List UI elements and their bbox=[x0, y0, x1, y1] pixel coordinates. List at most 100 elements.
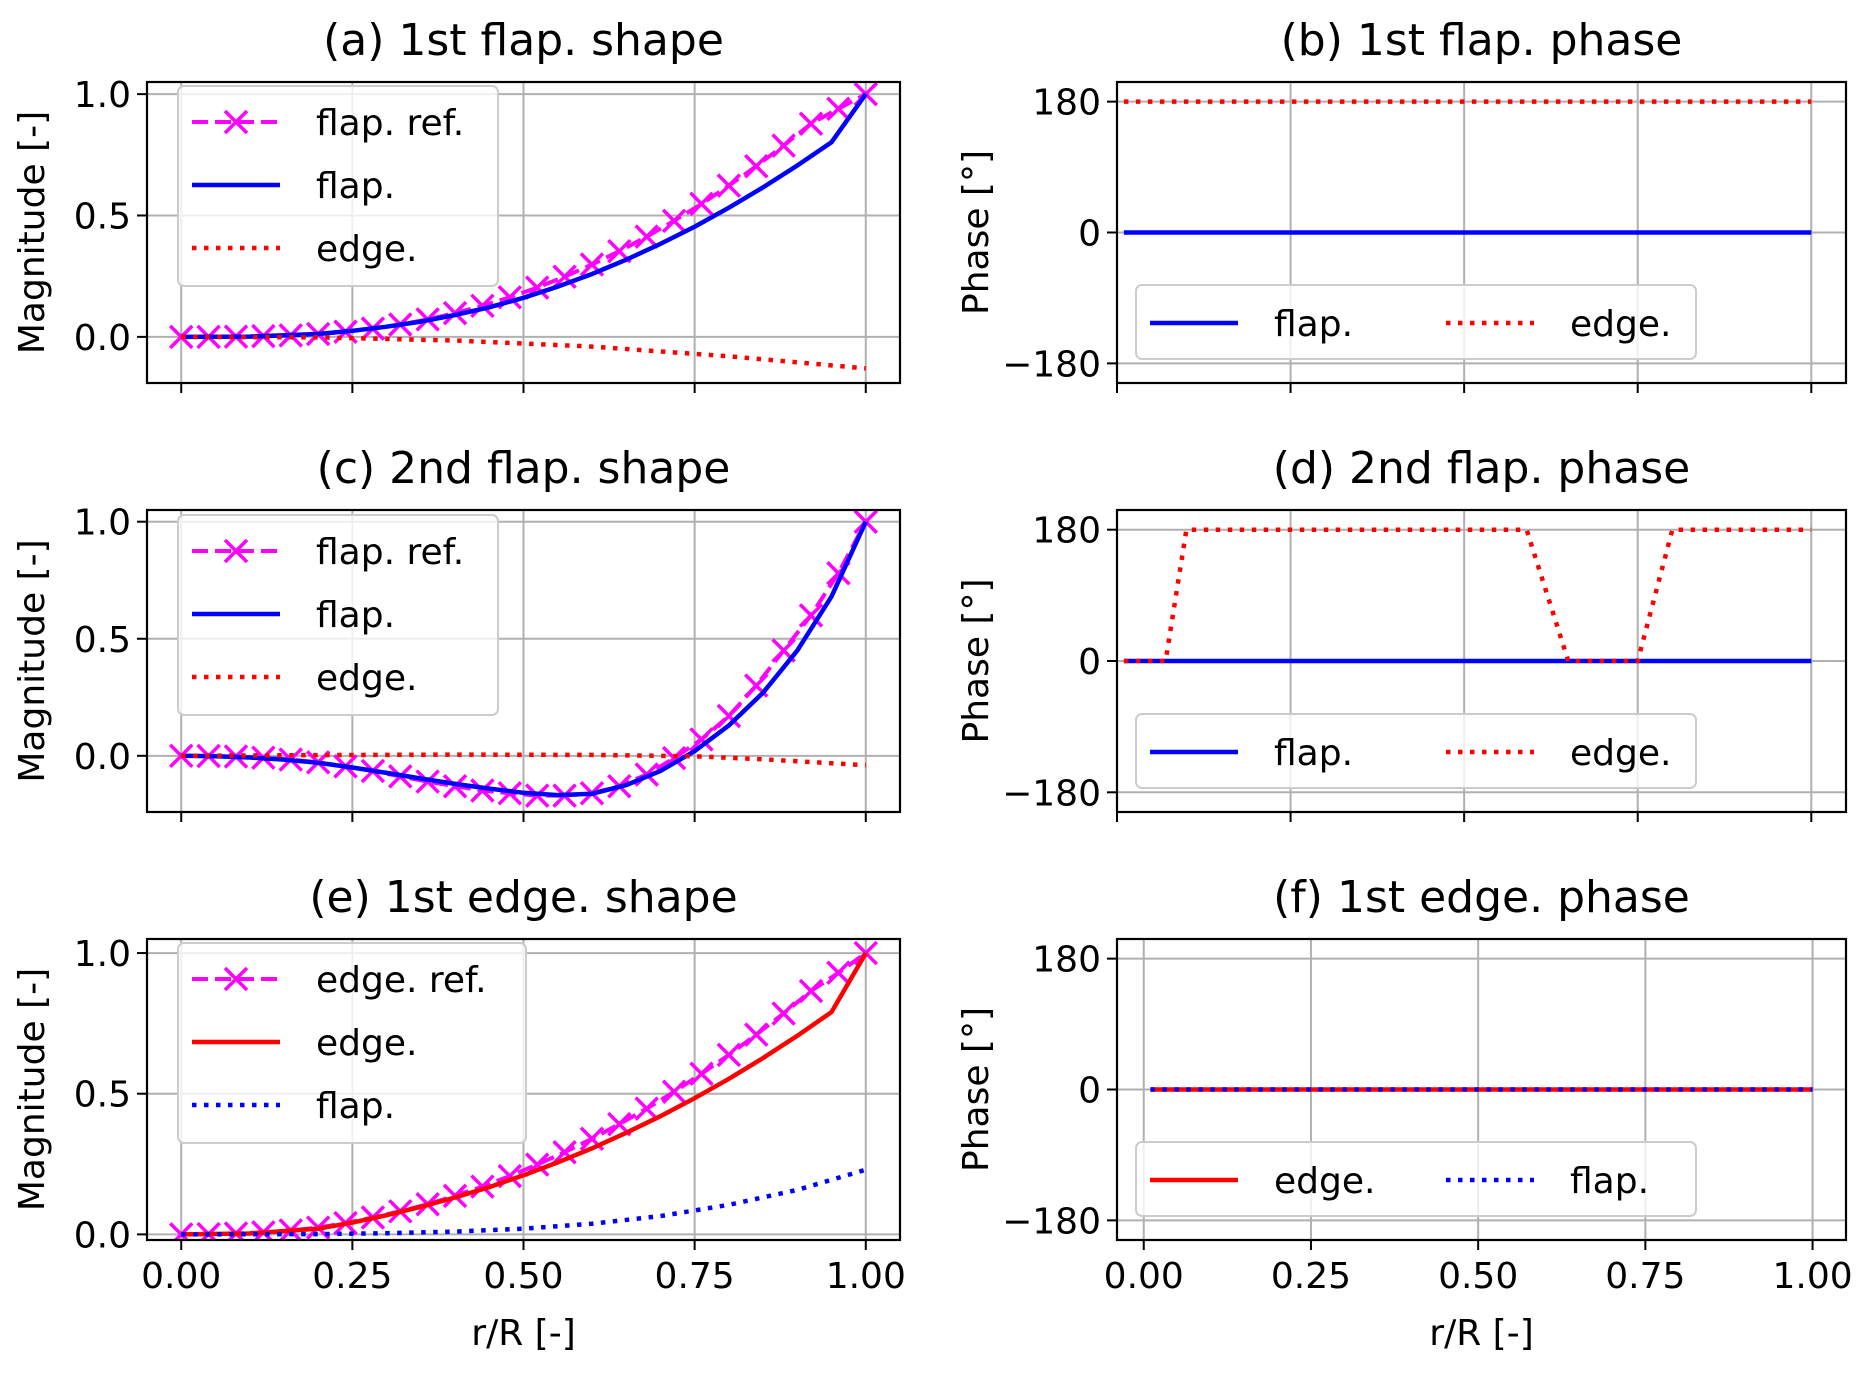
panel-c: 0.0 0.5 1.0 (c) 2nd flap. shape Magnitude [-… bbox=[12, 443, 902, 822]
data-point-marker bbox=[552, 264, 577, 289]
series-line-solid-blue bbox=[181, 520, 868, 798]
data-point-marker bbox=[634, 1096, 659, 1121]
series-group bbox=[1123, 99, 1812, 235]
chart-title: (a) 1st flap. shape bbox=[323, 15, 724, 66]
data-point-marker bbox=[661, 208, 687, 234]
series-line-ref-magenta bbox=[181, 951, 867, 1237]
legend-marker bbox=[223, 538, 249, 564]
y-axis-label: Phase [°] bbox=[956, 578, 997, 743]
x-tick-label: 1.00 bbox=[1772, 1256, 1852, 1297]
legend-box bbox=[177, 942, 527, 1144]
data-point-marker bbox=[744, 153, 769, 179]
chart-title: (d) 2nd flap. phase bbox=[1273, 443, 1690, 494]
y-tick-label: 0 bbox=[1078, 642, 1101, 683]
series-line-dotted-red bbox=[1123, 527, 1812, 664]
data-point-marker bbox=[470, 1174, 495, 1199]
x-tick-label: 1.00 bbox=[826, 1256, 906, 1297]
y-tick-label: −180 bbox=[1002, 1201, 1101, 1242]
legend-label: edge. bbox=[316, 1023, 417, 1064]
legend-marker bbox=[223, 109, 249, 135]
chart-title: (f) 1st edge. phase bbox=[1273, 872, 1690, 923]
series-group bbox=[168, 510, 879, 808]
series-line-dotted-red bbox=[181, 752, 866, 768]
y-tick-label: 0 bbox=[1078, 1071, 1101, 1112]
x-axis-label: r/R [-] bbox=[471, 1313, 575, 1354]
data-point-marker bbox=[716, 1042, 742, 1068]
panel-e: 0.00 0.25 0.50 0.75 1.00 0.0 0.5 1.0 (e) 1st edg… bbox=[12, 872, 906, 1354]
y-tick-label: 0 bbox=[1078, 214, 1101, 255]
legend-box bbox=[177, 514, 499, 716]
series-group bbox=[168, 82, 879, 371]
legend: edge. flap. bbox=[1135, 1141, 1697, 1217]
legend-box bbox=[1135, 1141, 1697, 1217]
chart-title: (c) 2nd flap. shape bbox=[317, 443, 731, 494]
y-tick-label: 0.5 bbox=[74, 197, 131, 238]
legend: edge. ref. edge. flap. bbox=[177, 942, 527, 1144]
y-axis-label: Magnitude [-] bbox=[12, 111, 53, 354]
data-point-marker bbox=[552, 1139, 577, 1165]
legend-label: edge. ref. bbox=[316, 960, 487, 1001]
legend-label: edge. bbox=[1274, 1161, 1375, 1202]
y-tick-label: 180 bbox=[1032, 83, 1101, 124]
y-axis-label: Phase [°] bbox=[956, 1007, 997, 1172]
data-point-marker bbox=[798, 111, 824, 136]
series-line-solid-blue bbox=[181, 92, 868, 340]
x-tick-label: 0.00 bbox=[1104, 1256, 1184, 1297]
legend-label: edge. bbox=[1570, 733, 1671, 774]
legend-box bbox=[177, 85, 499, 287]
legend-label: flap. bbox=[1274, 304, 1353, 345]
x-tick-label: 0.50 bbox=[1438, 1256, 1518, 1297]
legend: flap. edge. bbox=[1135, 284, 1697, 360]
data-point-marker bbox=[771, 1001, 796, 1026]
data-point-marker bbox=[798, 603, 824, 628]
x-tick-label: 0.50 bbox=[483, 1256, 563, 1297]
legend-label: flap. bbox=[316, 595, 395, 636]
legend-label: edge. bbox=[316, 229, 417, 270]
legend-box bbox=[1135, 713, 1697, 789]
x-tick-label: 0.25 bbox=[312, 1256, 392, 1297]
legend-label: flap. bbox=[316, 1086, 395, 1127]
x-tick-label: 0.25 bbox=[1271, 1256, 1351, 1297]
legend-box bbox=[1135, 284, 1697, 360]
data-point-marker bbox=[744, 1022, 769, 1047]
y-tick-label: 0.0 bbox=[74, 318, 131, 359]
series-line-solid-red bbox=[181, 951, 868, 1237]
series-group bbox=[168, 940, 879, 1240]
y-tick-label: 180 bbox=[1032, 940, 1101, 981]
series-group bbox=[1123, 527, 1812, 664]
panel-b: −180 0 180 (b) 1st flap. phase Phase [°] flap… bbox=[956, 15, 1848, 393]
data-point-marker bbox=[716, 703, 742, 729]
y-tick-label: 180 bbox=[1032, 511, 1101, 552]
y-tick-label: 1.0 bbox=[74, 934, 131, 975]
data-point-marker bbox=[689, 191, 714, 217]
legend-marker bbox=[223, 966, 249, 992]
legend-label: flap. ref. bbox=[316, 103, 464, 144]
y-tick-label: 1.0 bbox=[74, 75, 131, 116]
data-point-marker bbox=[771, 133, 796, 158]
chart-title: (b) 1st flap. phase bbox=[1281, 15, 1683, 66]
legend: flap. edge. bbox=[1135, 713, 1697, 789]
data-point-marker bbox=[826, 960, 851, 985]
data-point-marker bbox=[470, 778, 495, 803]
legend-label: edge. bbox=[316, 658, 417, 699]
data-point-marker bbox=[442, 774, 468, 799]
data-point-marker bbox=[689, 1061, 714, 1086]
legend: flap. ref. flap. edge. bbox=[177, 85, 499, 287]
legend-label: flap. bbox=[1570, 1161, 1649, 1202]
data-point-marker bbox=[853, 940, 879, 966]
legend: flap. ref. flap. edge. bbox=[177, 514, 499, 716]
y-tick-label: −180 bbox=[1002, 773, 1101, 814]
y-axis-label: Phase [°] bbox=[956, 150, 997, 315]
legend-label: edge. bbox=[1570, 304, 1671, 345]
panel-a: 0.0 0.5 1.0 (a) 1st flap. shape Magnitude [-… bbox=[12, 15, 902, 393]
y-tick-label: 1.0 bbox=[74, 503, 131, 544]
y-tick-label: 0.0 bbox=[74, 1215, 131, 1256]
x-tick-label: 0.75 bbox=[655, 1256, 735, 1297]
data-point-marker bbox=[826, 96, 851, 121]
y-tick-label: 0.5 bbox=[74, 620, 131, 661]
legend-label: flap. bbox=[1274, 733, 1353, 774]
legend-label: flap. ref. bbox=[316, 532, 464, 573]
data-point-marker bbox=[661, 1079, 687, 1104]
y-tick-label: −180 bbox=[1002, 344, 1101, 385]
